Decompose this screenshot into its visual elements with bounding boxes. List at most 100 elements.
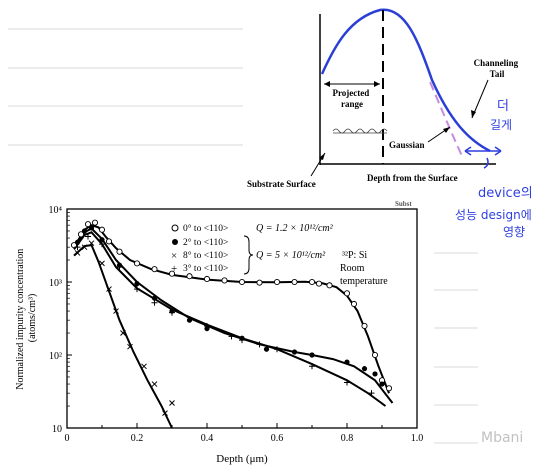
data-point-open-circle — [238, 278, 246, 286]
channeling-tail-label: Channeling Tail — [474, 58, 521, 79]
cut-off-label: Subst — [395, 200, 412, 208]
data-point-open-circle — [151, 266, 158, 273]
data-point-cross — [74, 250, 81, 256]
implant-profile-diagram: Projected range Channeling Tail Gaussian… — [247, 8, 521, 208]
fit-curve-2 — [73, 231, 387, 407]
data-point-filled-circle — [291, 349, 298, 355]
legend-plus-marker: + — [171, 263, 177, 275]
gaussian-label: Gaussian — [389, 140, 425, 150]
data-point-cross — [113, 308, 119, 314]
data-point-filled-circle — [74, 239, 81, 245]
fit-curve-3 — [73, 244, 173, 429]
data-point-open-circle — [84, 221, 92, 228]
data-point-filled-circle — [151, 295, 158, 301]
x-tick-label: 1.0 — [411, 433, 424, 444]
data-point-plus — [134, 286, 140, 293]
handwriting-note-3: device의 — [478, 186, 533, 201]
handwriting-hook — [483, 157, 489, 169]
handwritten-notes: 더 길게 device의 성능 design에 영향 — [455, 99, 533, 239]
data-point-filled-circle — [88, 225, 95, 231]
notebook-lines — [8, 28, 478, 444]
data-point-filled-circle — [99, 237, 105, 243]
data-point-filled-circle — [81, 228, 88, 234]
data-point-open-circle — [291, 278, 298, 286]
legend-cross-marker: × — [171, 250, 177, 262]
data-point-cross — [162, 410, 168, 416]
data-point-cross — [151, 381, 158, 387]
data-point-open-circle — [70, 242, 78, 249]
data-point-plus — [204, 322, 210, 329]
data-point-filled-circle — [372, 371, 378, 377]
data-point-plus — [256, 341, 263, 348]
legend-label-0deg: 0° to <110> — [183, 223, 228, 234]
substrate-pointer-head — [319, 153, 325, 160]
x-axis-label: Depth (μm) — [216, 453, 268, 465]
data-point-plus — [99, 241, 105, 248]
legend-label-3deg: 3° to <110> — [183, 263, 228, 274]
data-point-cross — [127, 343, 133, 350]
data-point-open-circle — [385, 385, 393, 392]
data-point-filled-circle — [344, 359, 350, 365]
legend-label-8deg: 8° to <110> — [183, 250, 228, 261]
legend-brace — [243, 235, 254, 275]
room-annotation: Room — [340, 263, 365, 274]
legend-label-2deg: 2° to <110> — [183, 237, 228, 248]
handwriting-note-1: 더 — [497, 99, 509, 114]
species-annotation: ³²P: Si — [342, 250, 367, 261]
handwriting-note-5: 영향 — [503, 225, 525, 239]
data-point-filled-circle — [186, 317, 193, 323]
watermark: Mbani — [481, 430, 523, 446]
handwriting-arrow-head-right — [494, 146, 502, 156]
x-tick-label: 0 — [65, 433, 70, 444]
x-tick-label: 0.8 — [341, 433, 354, 444]
legend-item-3deg: + 3° to <110> — [171, 263, 228, 275]
legend: 0° to <110> 2° to <110> × 8° to <110> + … — [171, 223, 254, 275]
data-point-open-circle — [326, 282, 333, 289]
data-point-filled-circle — [263, 346, 270, 352]
data-point-open-circle — [116, 248, 123, 255]
data-point-filled-circle — [134, 281, 140, 287]
x-tick-label: 0.4 — [201, 433, 214, 444]
data-point-plus — [151, 299, 158, 306]
data-point-open-circle — [350, 300, 358, 308]
data-point-plus — [274, 346, 280, 353]
impurity-profile-chart: 0 0.2 0.4 0.6 0.8 1.0 10 10² 10³ 10⁴ Depth (μm) N… — [15, 205, 423, 465]
data-point-plus — [239, 337, 245, 344]
arrow-head-left — [324, 81, 330, 87]
data-point-cross — [99, 260, 105, 267]
data-point-filled-circle — [361, 366, 368, 372]
q2-annotation: Q = 5 × 10¹²/cm² — [256, 250, 326, 261]
temperature-annotation: temperature — [340, 276, 388, 287]
data-point-open-circle — [203, 275, 211, 283]
data-point-plus — [169, 309, 175, 316]
projected-range-label: Projected range — [332, 88, 371, 109]
depth-from-surface-label: Depth from the Surface — [367, 173, 458, 183]
data-point-cross — [88, 240, 95, 247]
legend-filled-circle-marker — [172, 239, 178, 245]
arrow-head-right — [374, 81, 380, 87]
data-point-open-circle — [256, 279, 263, 286]
channeling-pointer-head — [471, 110, 476, 118]
data-point-open-circle — [91, 219, 99, 226]
data-point-open-circle — [105, 238, 113, 245]
data-point-cross — [120, 330, 126, 336]
data-point-plus — [116, 264, 123, 271]
data-point-cross — [169, 400, 175, 406]
handwriting-note-4: 성능 design에 — [455, 208, 532, 222]
data-point-open-circle — [343, 290, 351, 297]
y-tick-label: 10³ — [49, 278, 62, 289]
data-point-open-circle — [168, 270, 176, 277]
data-point-plus — [228, 333, 235, 340]
data-point-plus — [74, 244, 81, 251]
y-tick-label: 10² — [49, 351, 62, 362]
legend-item-0deg: 0° to <110> — [171, 223, 228, 234]
y-tick-label: 10⁴ — [49, 205, 63, 216]
data-point-filled-circle — [309, 352, 315, 358]
data-point-plus — [368, 390, 375, 397]
data-point-cross — [141, 363, 147, 370]
legend-item-8deg: × 8° to <110> — [171, 250, 228, 262]
data-point-cross — [81, 244, 88, 251]
data-point-open-circle — [221, 277, 228, 284]
scratch-mark — [332, 128, 388, 134]
